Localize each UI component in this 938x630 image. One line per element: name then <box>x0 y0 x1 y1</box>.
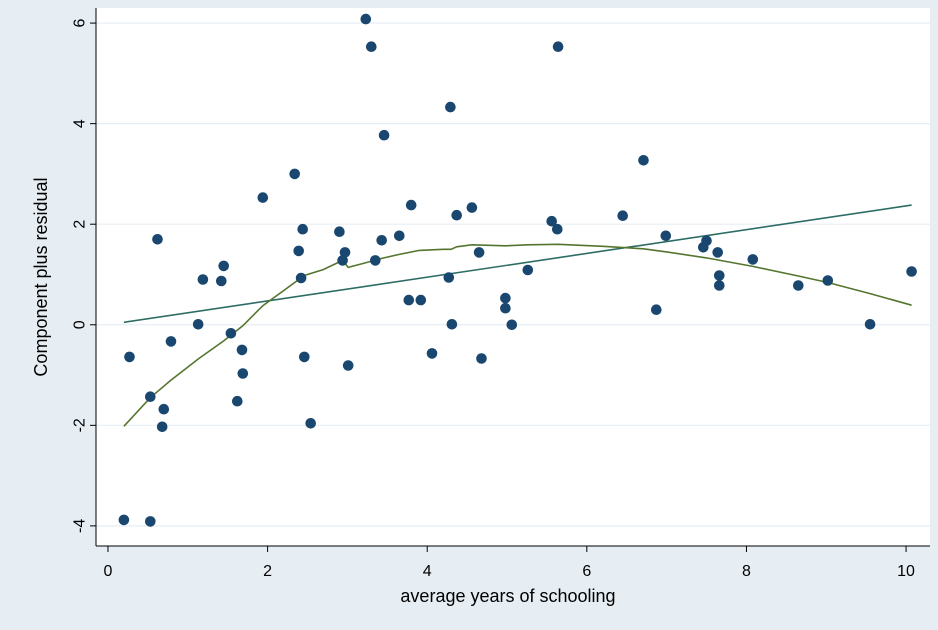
data-point <box>339 247 351 258</box>
data-point <box>124 351 135 363</box>
data-point <box>546 215 557 227</box>
data-point <box>822 275 834 286</box>
data-point <box>552 41 564 52</box>
data-point <box>342 360 354 371</box>
x-tick-label: 6 <box>582 563 591 580</box>
data-point <box>747 254 759 265</box>
data-point <box>366 41 377 52</box>
data-point <box>500 302 511 314</box>
data-point <box>360 13 372 25</box>
data-point <box>295 272 307 284</box>
data-point <box>225 328 237 339</box>
x-tick-label: 2 <box>263 563 272 580</box>
data-point <box>443 272 455 283</box>
data-point <box>370 255 381 266</box>
data-point <box>118 514 130 526</box>
data-point <box>257 192 269 203</box>
data-point <box>145 516 156 527</box>
x-tick-label: 4 <box>423 563 432 580</box>
ticks: -4 -2 0 2 4 6 0 2 4 6 8 10 <box>72 19 915 580</box>
data-point <box>403 294 415 306</box>
plot-area <box>96 8 930 546</box>
data-point <box>232 395 243 407</box>
data-point <box>299 351 310 363</box>
data-point <box>701 235 712 247</box>
data-point <box>793 280 804 291</box>
data-point <box>651 304 662 316</box>
x-tick-label: 8 <box>742 563 751 580</box>
x-tick-label: 10 <box>897 563 915 580</box>
y-tick-label: 4 <box>72 119 89 128</box>
data-point <box>906 266 917 277</box>
data-point <box>451 209 463 221</box>
data-point <box>293 245 305 257</box>
y-axis-title: Component plus residual <box>31 177 51 376</box>
data-point <box>152 234 163 245</box>
data-point <box>712 247 723 258</box>
y-tick-label: 0 <box>72 320 89 329</box>
data-point <box>216 275 227 287</box>
data-point <box>426 348 438 359</box>
y-tick-label: -4 <box>72 519 89 533</box>
data-point <box>165 336 177 347</box>
data-point <box>237 368 249 379</box>
data-point <box>714 280 725 291</box>
data-point <box>197 274 209 285</box>
data-point <box>617 210 628 221</box>
y-tick-label: 6 <box>72 19 89 28</box>
data-point <box>864 319 876 330</box>
data-point <box>218 260 229 272</box>
data-point <box>506 319 518 331</box>
data-point <box>473 247 485 258</box>
data-point <box>415 294 427 306</box>
x-tick-label: 0 <box>104 563 113 580</box>
data-point <box>445 101 456 113</box>
data-point <box>192 319 204 330</box>
data-point <box>337 255 348 266</box>
data-point <box>156 421 168 433</box>
lowess-line <box>123 243 912 427</box>
axes <box>95 8 930 547</box>
linear-fit-line <box>123 204 912 324</box>
data-point <box>552 223 563 235</box>
data-point <box>500 292 511 304</box>
data-point <box>638 155 649 166</box>
data-point <box>158 403 170 415</box>
data-point <box>522 264 534 276</box>
data-point <box>714 270 725 281</box>
data-point <box>236 344 248 356</box>
data-point <box>394 230 405 242</box>
data-point <box>334 226 345 237</box>
data-point <box>145 391 156 403</box>
y-tick-label: 2 <box>72 220 89 229</box>
y-tick-label: -2 <box>72 418 89 432</box>
data-point <box>378 129 390 141</box>
data-point <box>660 230 672 242</box>
data-point <box>405 199 417 211</box>
data-point <box>446 319 458 330</box>
data-point <box>305 418 317 429</box>
x-axis-title: average years of schooling <box>400 586 615 606</box>
data-point <box>476 353 487 364</box>
scatter-points <box>118 13 917 527</box>
data-point <box>289 168 301 180</box>
data-point <box>297 223 309 235</box>
fit-lines <box>123 204 912 427</box>
data-point <box>376 235 388 246</box>
data-point <box>466 202 478 213</box>
